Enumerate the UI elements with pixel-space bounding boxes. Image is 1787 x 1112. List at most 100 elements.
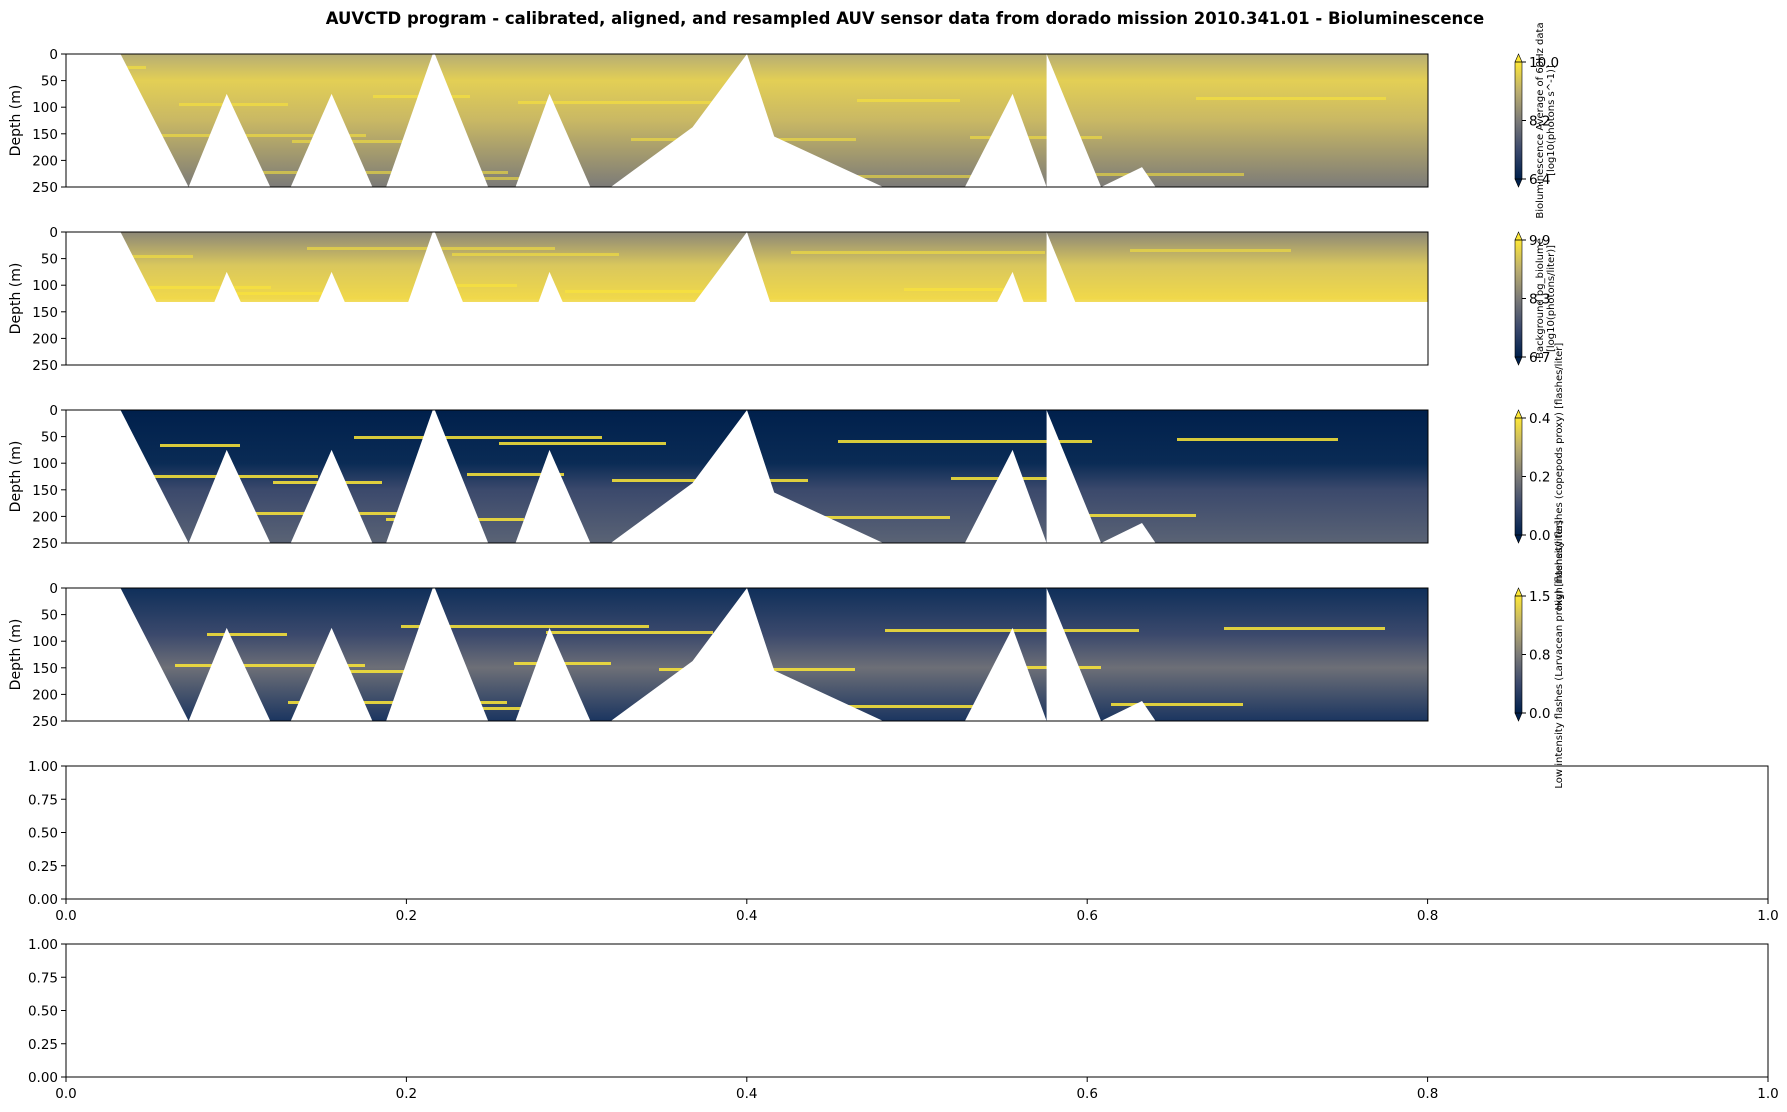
axes-frame [65,765,1769,900]
no-data-mask [386,585,489,721]
heatmap-streak [546,631,713,634]
y-tick-label: 100 [32,278,58,294]
colorbar-tick-label: 1.5 [1529,589,1550,605]
no-data-mask [66,588,189,721]
colorbar-extend-min [1514,534,1523,544]
no-data-mask [610,410,884,543]
y-tick-label: 200 [32,509,58,525]
heatmap-streak [467,473,564,476]
no-data-mask [964,449,1047,543]
colorbar-tick-label: 9.9 [1529,233,1550,249]
y-tick-label: 50 [41,608,58,624]
colorbar-extend-max [1514,409,1523,419]
heatmap-streak [791,251,1045,254]
heatmap-streak [81,286,271,289]
no-data-mask [188,93,271,187]
y-tick-label: 0 [49,225,58,241]
heatmap-streak [260,171,508,174]
no-data-mask [1046,54,1102,187]
panel-2: 0 50 100 150 200 250 Depth (m) 9.9 8.3 6.7Backgro… [8,225,1557,374]
no-data-mask [515,449,591,543]
y-tick-label: 250 [32,358,58,374]
no-data-mask [1101,523,1156,543]
colorbar-extend-min [1514,356,1523,366]
x-tick-label: 0.0 [55,1086,76,1102]
y-tick-label: 50 [41,74,58,90]
colorbar-tick-label: 0.2 [1529,470,1550,486]
heatmap-streak [772,705,997,708]
y-tick-label: 0.75 [28,792,58,808]
colorbar-tick-label: 0.4 [1529,411,1550,427]
heatmap-streak [518,101,714,104]
colorbar-tick-label: 8.3 [1529,292,1550,308]
x-tick-label: 0.0 [55,908,76,924]
y-tick-label: 0.50 [28,826,58,842]
y-tick-label: 50 [41,252,58,268]
y-tick-label: 250 [32,536,58,552]
y-axis-label: Depth (m) [8,619,24,691]
no-data-mask [188,627,271,721]
axes-frame [65,231,1429,366]
y-tick-label: 1.00 [28,759,58,775]
figure-title: AUVCTD program - calibrated, aligned, an… [326,9,1485,28]
y-tick-label: 150 [32,127,58,143]
heatmap-streak [744,175,998,178]
colorbar-label: Background bg_biolume [1535,238,1546,359]
panel-5: 0.00 0.25 0.50 0.75 1.00 0.0 0.2 0.4 0.6 0.8 1.0 [28,759,1779,924]
colorbar-extend-min [1514,178,1523,188]
heatmap-streak [1130,249,1291,252]
colorbar: 0.4 0.2 0.0 High intensity flashes (copepod… [1514,343,1565,610]
x-tick-label: 1.0 [1757,1086,1778,1102]
y-tick-label: 100 [32,456,58,472]
heatmap-streak [452,253,619,256]
y-tick-label: 200 [32,153,58,169]
colorbar-label: [log10(photons/liter)] [1546,245,1557,352]
heatmap-streak [160,444,240,447]
heatmap-streak [207,633,287,636]
heatmap-streak [113,255,193,258]
heatmap-streak [1111,703,1243,706]
colorbar-tick-label: 8.2 [1529,114,1550,130]
y-tick-label: 100 [32,634,58,650]
x-tick-label: 0.6 [1076,1086,1097,1102]
y-tick-label: 0 [49,47,58,63]
heatmap-streak [226,292,335,295]
axes-frame [65,53,1429,188]
x-tick-label: 0.2 [396,1086,417,1102]
no-data-mask [290,93,373,187]
no-data-mask [964,93,1047,187]
heatmap-streak [433,707,571,710]
no-data-mask [66,302,1428,365]
heatmap-streak [405,177,572,180]
no-data-mask [1046,410,1102,543]
colorbar-tick-label: 0.0 [1529,528,1550,544]
panel-4: 0 50 100 150 200 250 Depth (m) 1.5 0.8 0.0 Low int… [8,520,1565,788]
x-tick-label: 0.8 [1417,908,1438,924]
colorbar: 1.5 0.8 0.0 Low intensity flashes (Larvacea… [1514,520,1565,789]
heatmap-streak [1177,438,1338,441]
heatmap-streak [565,290,761,293]
y-axis-label: Depth (m) [8,263,24,335]
panel-3: 0 50 100 150 200 250 Depth (m) 0.4 0.2 0.0 High in… [8,343,1565,611]
no-data-mask [386,407,489,543]
y-axis-label: Depth (m) [8,85,24,157]
no-data-mask [188,449,271,543]
heatmap-streak [857,99,960,102]
heatmap-streak [499,442,666,445]
heatmap-streak [1083,173,1244,176]
y-tick-label: 0.00 [28,1070,58,1086]
colorbar-tick-label: 10.0 [1529,55,1559,71]
x-tick-label: 0.6 [1076,908,1097,924]
axes-frame [65,943,1769,1078]
colorbar-tick-label: 6.7 [1529,350,1550,366]
y-tick-label: 0 [49,403,58,419]
no-data-mask [515,93,591,187]
y-tick-label: 200 [32,331,58,347]
y-tick-label: 0.75 [28,970,58,986]
no-data-mask [610,54,884,187]
y-axis-label: Depth (m) [8,441,24,513]
no-data-mask [515,627,591,721]
y-tick-label: 150 [32,305,58,321]
no-data-mask [1101,167,1156,187]
